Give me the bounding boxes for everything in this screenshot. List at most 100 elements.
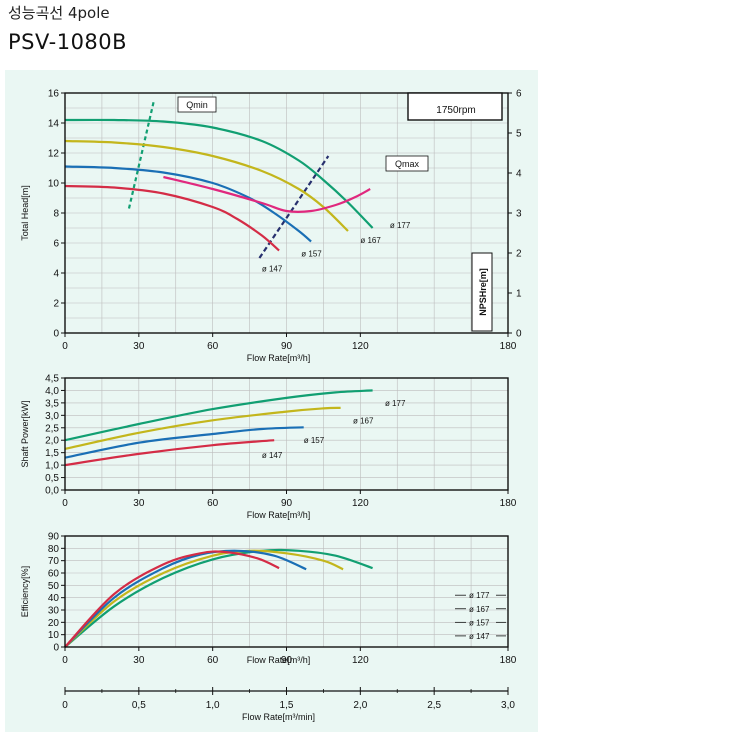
head-curve-npshre [163,175,371,213]
flow-min-tick-label: 2,5 [427,700,441,711]
head-curve-157 [64,165,312,243]
flow-min-axis-label: Flow Rate[m³/min] [242,712,315,722]
npsh-axis-label: NPSHre[m] [478,268,488,316]
y-tick-label: 4,5 [45,374,59,385]
head-curve-177 [64,118,374,229]
legend-item: ø 147 [469,632,490,641]
flow-min-tick-label: 2,0 [353,700,367,711]
legend-item: ø 177 [469,591,490,600]
y-tick-label: 2,5 [45,423,59,434]
y-tick-label: 4,0 [45,386,59,397]
power-curve-167 [64,406,341,450]
y-tick-label: 10 [48,179,60,190]
speed-label: 1750rpm [436,105,475,116]
y-tick-label: 4 [53,269,59,280]
qmax-line [258,155,330,259]
y-tick-label: 70 [48,556,60,567]
y-axis-label-efficiency: Efficiency[%] [20,566,30,617]
y-tick-label: 3,0 [45,411,59,422]
y-tick-label: 2 [53,299,59,310]
diameter-label: ø 147 [262,265,283,274]
power-curve-177 [64,389,373,442]
y2-tick-label: 1 [516,289,522,300]
y-tick-label: 14 [48,119,60,130]
y2-tick-label: 2 [516,249,522,260]
flow-min-tick-label: 3,0 [501,700,515,711]
x-tick-label: 60 [207,655,219,666]
power-curve-157 [64,426,304,459]
x-tick-label: 60 [207,498,219,509]
efficiency-curve-157 [64,549,307,648]
efficiency-curve-147 [64,550,280,648]
x-axis-label-head: Flow Rate[m³/h] [247,353,311,363]
x-tick-label: 120 [352,498,369,509]
qmax-box [385,155,429,172]
diameter-label: ø 157 [301,250,322,259]
flow-min-tick-label: 1,5 [280,700,294,711]
x-tick-label: 30 [133,341,145,352]
y2-tick-label: 3 [516,209,522,220]
y-tick-label: 20 [48,618,60,629]
y2-tick-label: 6 [516,89,522,100]
y-tick-label: 0,0 [45,486,59,497]
x-tick-label: 180 [500,655,517,666]
flow-min-tick-label: 0,5 [132,700,146,711]
diameter-label: ø 177 [385,399,406,408]
y-tick-label: 16 [48,89,60,100]
y-tick-label: 12 [48,149,60,160]
y-tick-label: 90 [48,532,60,543]
x-axis-label-power: Flow Rate[m³/h] [247,510,311,520]
model-title: PSV-1080B [8,30,128,54]
x-tick-label: 0 [62,655,68,666]
y-tick-label: 8 [53,209,59,220]
legend-item: ø 157 [469,618,490,627]
x-tick-label: 90 [281,498,293,509]
diameter-label: ø 157 [304,436,325,445]
qmin-box [177,96,217,113]
y-tick-label: 60 [48,569,60,580]
flow-min-tick-label: 1,0 [206,700,220,711]
y-tick-label: 10 [48,630,60,641]
y-tick-label: 2,0 [45,436,59,447]
qmax-label: Qmax [395,159,420,169]
diameter-label: ø 177 [390,221,411,230]
qmin-label: Qmin [186,100,208,110]
x-tick-label: 180 [500,341,517,352]
y-tick-label: 1,0 [45,461,59,472]
x-axis-label-efficiency: Flow Rate[m³/h] [247,655,311,665]
y-tick-label: 0 [53,643,59,654]
head-curve-167 [64,139,349,232]
x-tick-label: 90 [281,655,293,666]
y2-tick-label: 5 [516,129,522,140]
legend-item: ø 167 [469,605,490,614]
flow-min-tick-label: 0 [62,700,68,711]
x-tick-label: 60 [207,341,219,352]
y-tick-label: 30 [48,606,60,617]
diameter-label: ø 167 [360,236,381,245]
x-tick-label: 30 [133,655,145,666]
x-tick-label: 120 [352,655,369,666]
y2-tick-label: 0 [516,329,522,340]
x-tick-label: 30 [133,498,145,509]
diameter-label: ø 167 [353,416,374,425]
y-tick-label: 50 [48,581,60,592]
x-tick-label: 90 [281,341,293,352]
head-curve-147 [64,184,280,252]
y2-tick-label: 4 [516,169,522,180]
y-tick-label: 0 [53,329,59,340]
y-tick-label: 1,5 [45,448,59,459]
x-tick-label: 120 [352,341,369,352]
y-axis-label-power: Shaft Power[kW] [20,400,30,467]
x-tick-label: 0 [62,341,68,352]
y-tick-label: 40 [48,593,60,604]
y-tick-label: 6 [53,239,59,250]
diameter-label: ø 147 [262,451,283,460]
y-tick-label: 80 [48,544,60,555]
power-curve-147 [64,439,275,467]
speed-box [407,92,503,121]
chart-subtitle: 성능곡선 4pole [8,4,110,22]
x-tick-label: 0 [62,498,68,509]
y-tick-label: 0,5 [45,473,59,484]
x-tick-label: 180 [500,498,517,509]
